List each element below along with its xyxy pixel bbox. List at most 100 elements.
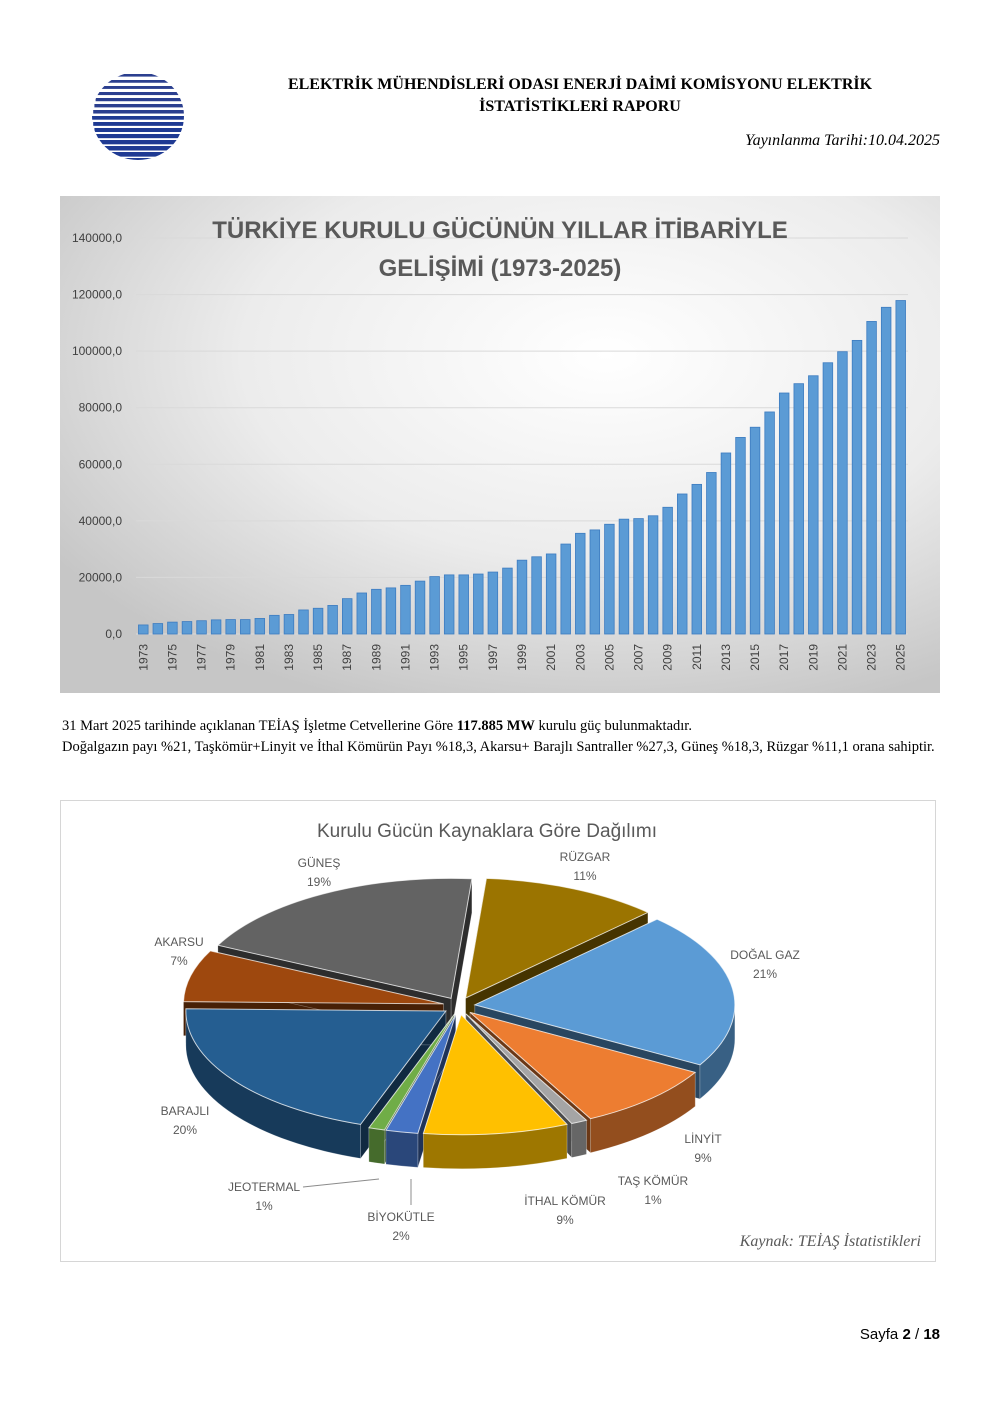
bar-2011 xyxy=(691,483,702,635)
logo-stripe xyxy=(96,140,184,145)
pie-slice-top xyxy=(422,1013,568,1136)
bar-1991 xyxy=(400,584,411,635)
bar-1988 xyxy=(356,592,367,635)
x-tick-label: 1989 xyxy=(369,644,383,671)
x-tick-label: 2021 xyxy=(835,644,849,671)
bar-2009 xyxy=(662,506,673,635)
x-tick-label: 1987 xyxy=(340,644,354,671)
x-tick-label: 1993 xyxy=(428,644,442,671)
total-capacity-value: 117.885 MW xyxy=(456,718,535,734)
summary-line-1: 31 Mart 2025 tarihinde açıklanan TEİAŞ İ… xyxy=(62,716,942,737)
pie-label-percent: 11% xyxy=(573,869,596,883)
bar-2004 xyxy=(589,529,601,635)
bar-1994 xyxy=(443,574,455,635)
x-tick-label: 2019 xyxy=(806,644,820,671)
logo-graphic xyxy=(92,74,184,160)
page-label: Sayfa xyxy=(859,1326,899,1343)
pie-chart-title: Kurulu Gücün Kaynaklara Göre Dağılımı xyxy=(317,821,657,842)
logo-stripe xyxy=(94,104,184,108)
pie-slice-top xyxy=(216,877,473,999)
source-distribution-chart-svg: Kurulu Gücün Kaynaklara Göre Dağılımı RÜ… xyxy=(154,821,921,1250)
report-title-line-2: İSTATİSTİKLERİ RAPORU xyxy=(479,98,681,115)
bar-2007 xyxy=(633,518,644,635)
bar-2020 xyxy=(822,362,834,635)
x-tick-label: 1973 xyxy=(136,644,150,671)
bar-1997 xyxy=(487,571,499,635)
page-total: 18 xyxy=(923,1326,940,1343)
bar-1985 xyxy=(312,607,324,635)
pie-label-percent: 9% xyxy=(556,1213,574,1227)
publication-date: Yayınlanma Tarihi:10.04.2025 xyxy=(745,132,940,149)
x-tick-label: 2025 xyxy=(894,644,908,671)
y-tick-label: 20000,0 xyxy=(79,570,123,584)
x-tick-label: 2001 xyxy=(544,644,558,671)
logo-stripe xyxy=(94,128,184,133)
pie-slice-top xyxy=(182,950,444,1005)
pie-label-percent: 2% xyxy=(392,1229,410,1243)
report-header-title: ELEKTRİK MÜHENDİSLERİ ODASI ENERJİ DAİMİ… xyxy=(220,74,940,118)
bar-2024 xyxy=(880,306,892,635)
logo-stripe xyxy=(98,146,184,151)
bar-2022 xyxy=(851,339,863,635)
summary-line-2: Doğalgazın payı %21, Taşkömür+Linyit ve … xyxy=(62,739,935,755)
pie-slice-top xyxy=(473,918,736,1066)
bar-2005 xyxy=(604,523,615,635)
logo-stripe xyxy=(92,116,184,120)
x-tick-label: 2007 xyxy=(632,644,646,671)
source-distribution-chart: Kurulu Gücün Kaynaklara Göre Dağılımı RÜ… xyxy=(60,800,936,1262)
page-current: 2 xyxy=(902,1326,911,1343)
x-tick-label: 1997 xyxy=(486,644,500,671)
y-tick-label: 120000,0 xyxy=(72,288,122,302)
bar-1983 xyxy=(283,614,295,635)
bar-1974 xyxy=(152,623,164,635)
bar-1982 xyxy=(269,614,280,635)
x-tick-label: 1975 xyxy=(165,644,179,671)
y-tick-label: 80000,0 xyxy=(79,401,123,415)
pie-label-percent: 1% xyxy=(255,1199,273,1213)
x-tick-label: 2003 xyxy=(573,644,587,671)
bar-1981 xyxy=(254,618,266,635)
x-tick-label: 1981 xyxy=(253,644,267,671)
leader-line-jeotermal xyxy=(302,1178,380,1188)
emo-logo xyxy=(88,68,188,164)
bar-2002 xyxy=(560,543,571,635)
bar-2008 xyxy=(647,515,659,635)
bar-2016 xyxy=(764,411,775,635)
summary-line-1-post: kurulu güç bulunmaktadır. xyxy=(534,718,692,734)
bar-2015 xyxy=(749,426,761,635)
bar-1989 xyxy=(371,588,382,635)
pie-slice-top xyxy=(469,1011,697,1120)
capacity-growth-chart-svg: 0,0 20000,0 40000,0 60000,0 80000,0 100000,0 1… xyxy=(60,196,940,693)
pie-label-name: GÜNEŞ xyxy=(298,856,341,870)
x-tick-label: 1991 xyxy=(398,644,412,671)
pie-slice-side xyxy=(571,1119,587,1158)
pie-label-percent: 7% xyxy=(170,954,188,968)
y-tick-label: 60000,0 xyxy=(79,457,123,471)
pie-slice-top xyxy=(465,1013,588,1125)
bar-1979 xyxy=(225,619,236,635)
logo-stripe xyxy=(100,74,184,77)
bar-1975 xyxy=(167,621,178,635)
pie-slice-side xyxy=(385,1129,419,1168)
bar-1993 xyxy=(429,576,440,635)
logo-stripe xyxy=(95,134,184,139)
pie-label-name: LİNYİT xyxy=(684,1132,722,1146)
logo-stripe xyxy=(95,98,184,102)
bar-2000 xyxy=(531,556,542,635)
bar-chart-title-line-1: TÜRKİYE KURULU GÜCÜNÜN YILLAR İTİBARİYLE xyxy=(212,217,788,244)
pie-label-name: TAŞ KÖMÜR xyxy=(618,1174,689,1188)
capacity-growth-chart: 0,0 20000,0 40000,0 60000,0 80000,0 100000,0 1… xyxy=(60,196,940,693)
logo-stripe xyxy=(93,122,184,126)
bar-1980 xyxy=(240,619,251,635)
pie-slice-top xyxy=(385,1014,457,1134)
x-tick-label: 2013 xyxy=(719,644,733,671)
x-tick-label: 2011 xyxy=(690,644,704,670)
x-tick-label: 1977 xyxy=(195,644,209,671)
pie-slice-top xyxy=(368,1014,455,1131)
pie-slice-İTHAL KÖMÜR xyxy=(422,1013,568,1170)
logo-stripe xyxy=(98,86,184,89)
bar-2012 xyxy=(706,472,717,635)
logo-stripe xyxy=(93,110,184,114)
bar-2018 xyxy=(793,383,804,635)
bar-1995 xyxy=(458,574,469,635)
